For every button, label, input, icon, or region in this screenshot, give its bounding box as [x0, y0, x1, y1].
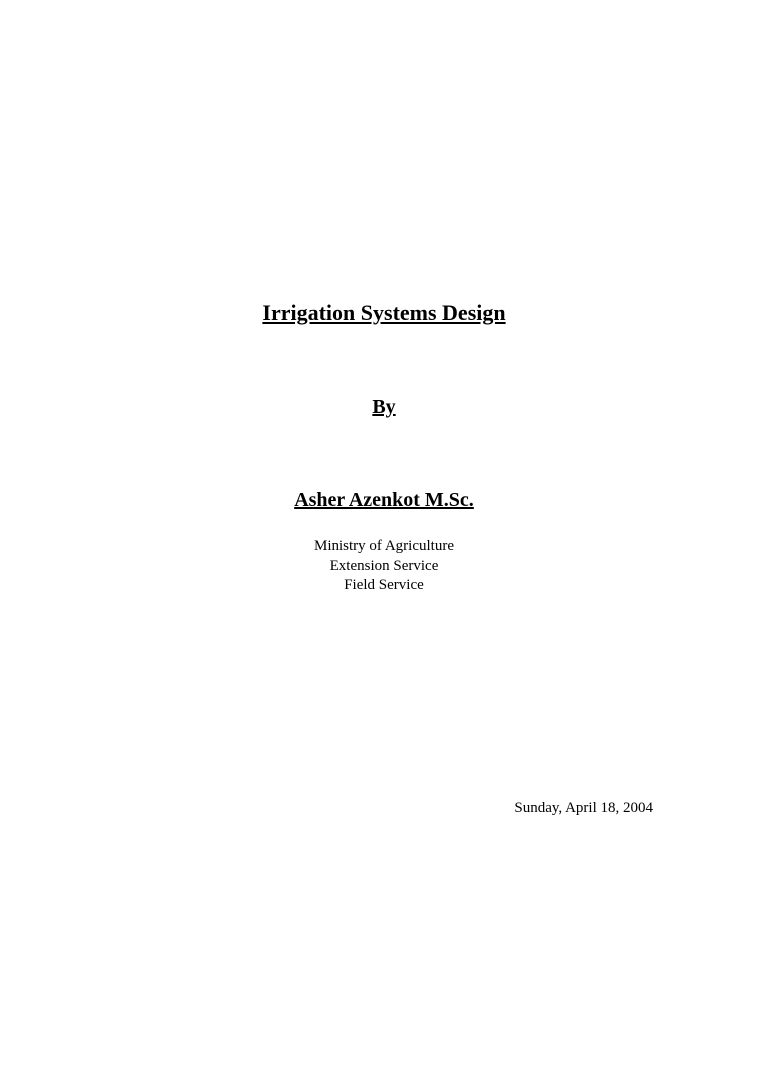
document-page: Irrigation Systems Design By Asher Azenk…: [0, 0, 768, 596]
by-label: By: [110, 396, 658, 419]
affiliation-line: Ministry of Agriculture: [110, 537, 658, 557]
affiliation-line: Extension Service: [110, 557, 658, 577]
document-date: Sunday, April 18, 2004: [514, 800, 653, 817]
author-name: Asher Azenkot M.Sc.: [110, 489, 658, 512]
affiliation-line: Field Service: [110, 576, 658, 596]
affiliation-block: Ministry of Agriculture Extension Servic…: [110, 537, 658, 596]
document-title: Irrigation Systems Design: [110, 300, 658, 326]
